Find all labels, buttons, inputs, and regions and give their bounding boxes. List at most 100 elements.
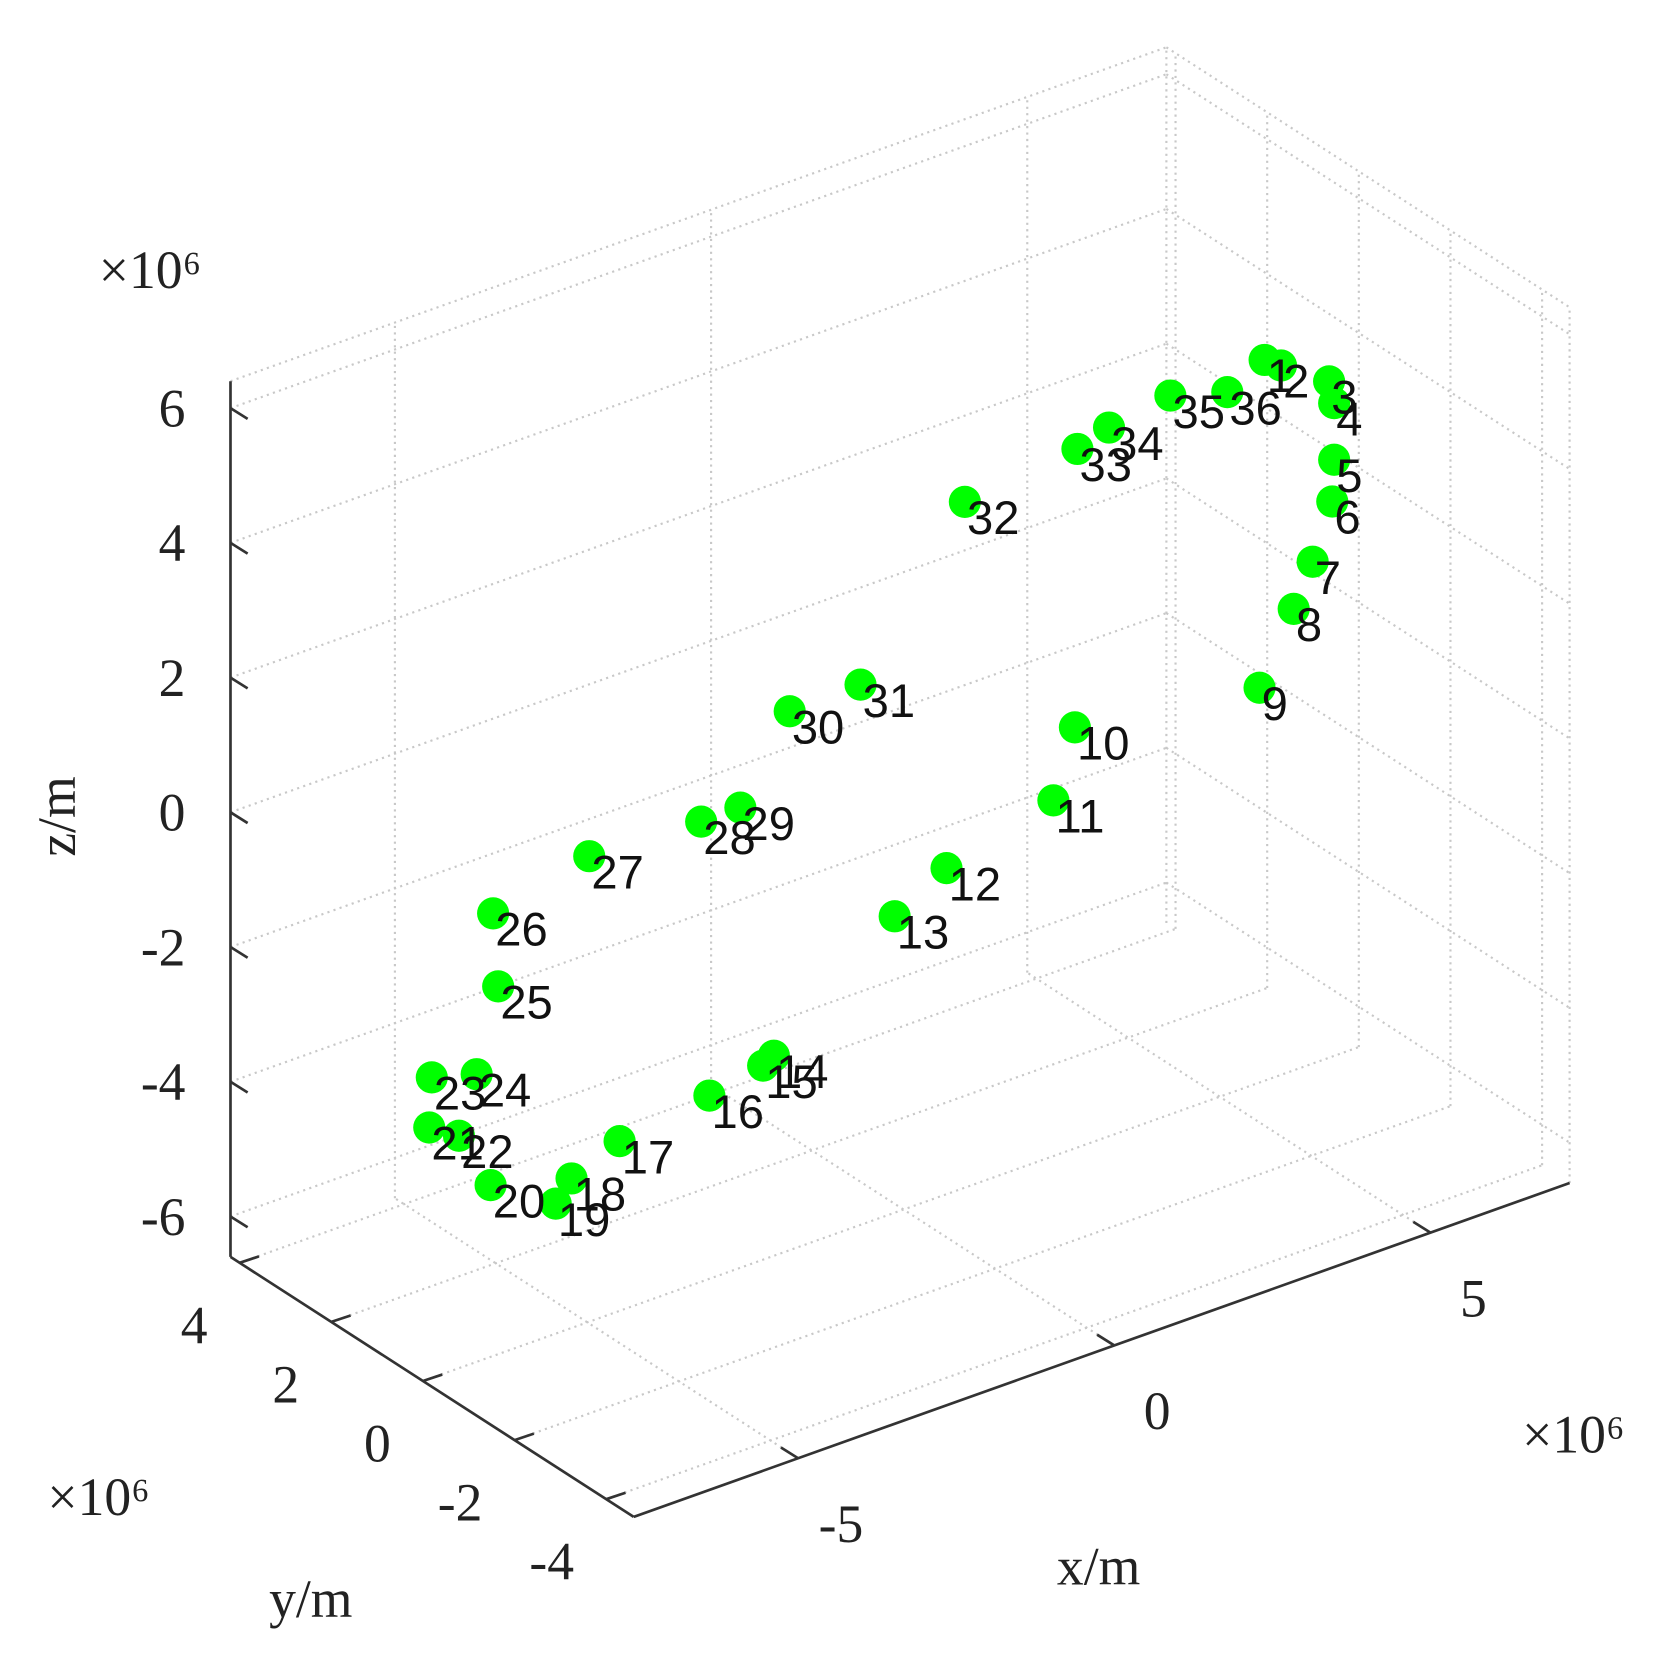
point-label: 24: [479, 1064, 531, 1117]
point: [930, 852, 963, 885]
point: [539, 1187, 572, 1220]
x-axis-label: x/m: [1057, 1537, 1140, 1597]
x-tick-label: -5: [819, 1494, 864, 1554]
point-label: 20: [493, 1175, 545, 1228]
point-label: 27: [591, 846, 643, 899]
grid: [230, 46, 1571, 1501]
point: [477, 897, 510, 930]
point-label: 15: [765, 1056, 817, 1109]
grid-line: [230, 207, 1167, 544]
point-label: 1: [1267, 350, 1293, 403]
point-label: 10: [1077, 718, 1129, 771]
point-label: 19: [558, 1194, 610, 1247]
box-edge: [1165, 46, 1571, 309]
grid-line: [230, 73, 1167, 410]
point-label: 21: [431, 1118, 483, 1171]
y-tick-label: 4: [181, 1295, 208, 1355]
point-label: 13: [897, 906, 949, 959]
grid-line: [230, 746, 1167, 1083]
z-tick: [229, 676, 249, 690]
grid-line: [1165, 208, 1571, 470]
point: [1058, 711, 1091, 744]
point: [773, 695, 806, 728]
z-tick: [229, 1215, 249, 1229]
y-tick: [330, 1314, 352, 1324]
point: [1092, 411, 1126, 444]
point-label: 18: [574, 1169, 626, 1222]
point: [693, 1079, 726, 1112]
grid-line: [1165, 746, 1571, 1009]
point-label: 6: [1334, 492, 1360, 545]
point-label: 22: [461, 1126, 513, 1179]
z-exponent: ×10⁶: [99, 240, 201, 300]
point-label: 31: [863, 675, 915, 728]
point-label: 26: [495, 904, 547, 957]
points: 12 34567891011121314151617181920212223242…: [413, 343, 1363, 1247]
grid-line: [1165, 881, 1571, 1144]
point-label: 12: [949, 858, 1001, 911]
point-label: 5: [1336, 450, 1362, 503]
point-label: 14: [776, 1046, 828, 1099]
grid-line: [1165, 342, 1571, 605]
z-tick: [229, 541, 249, 555]
point: [1277, 592, 1310, 626]
grid-line: [1165, 477, 1571, 740]
x-tick-label: 0: [1144, 1381, 1171, 1441]
z-tick-label: -4: [141, 1052, 186, 1112]
z-tick-label: 0: [159, 783, 186, 843]
point-label: 16: [712, 1086, 764, 1139]
z-tick-label: 2: [159, 648, 186, 708]
point: [1296, 545, 1329, 578]
grid-line: [710, 1084, 1115, 1347]
point: [460, 1058, 493, 1091]
y-tick: [239, 1255, 260, 1265]
point: [844, 668, 877, 701]
z-tick: [229, 1080, 249, 1094]
z-tick-label: -6: [141, 1187, 186, 1247]
grid-line: [230, 477, 1167, 814]
grid-line: [330, 986, 1268, 1323]
point-label: 32: [967, 492, 1019, 545]
point: [442, 1119, 476, 1152]
point-label: 33: [1080, 439, 1132, 492]
point: [1061, 432, 1094, 466]
point: [685, 805, 718, 838]
point-label: 25: [500, 977, 552, 1030]
point: [413, 1111, 446, 1144]
z-tick: [229, 407, 249, 421]
grid-line: [1165, 73, 1571, 336]
y-tick: [605, 1491, 626, 1501]
x-tick: [1096, 1333, 1116, 1347]
point: [1211, 375, 1244, 409]
y-tick-label: -4: [529, 1532, 574, 1592]
point: [878, 900, 911, 933]
grid-line: [394, 1197, 799, 1460]
z-axis-label: z/m: [27, 776, 87, 857]
point: [747, 1049, 780, 1082]
box-edge: [230, 46, 1167, 383]
grid-line: [230, 881, 1167, 1218]
grid-line: [422, 1046, 1360, 1383]
point-label: 3: [1331, 372, 1357, 425]
y-axis-line: [229, 1255, 635, 1519]
point-label: 28: [703, 812, 755, 865]
point: [1154, 379, 1187, 412]
point-label: 29: [743, 798, 795, 851]
x-tick-label: 5: [1460, 1268, 1487, 1328]
point: [555, 1162, 588, 1195]
point-label: 9: [1262, 678, 1288, 731]
grid-line: [605, 1164, 1543, 1501]
z-tick-label: -2: [141, 917, 186, 977]
y-tick-label: 2: [272, 1354, 299, 1414]
point-label: 7: [1315, 552, 1341, 605]
y-tick: [422, 1373, 443, 1383]
point: [573, 840, 606, 873]
point-label: 30: [792, 701, 844, 754]
point: [474, 1168, 507, 1202]
x-axis-line: [633, 1181, 1571, 1519]
point: [1037, 784, 1070, 817]
point-label: 35: [1173, 386, 1225, 439]
point: [1318, 387, 1351, 420]
